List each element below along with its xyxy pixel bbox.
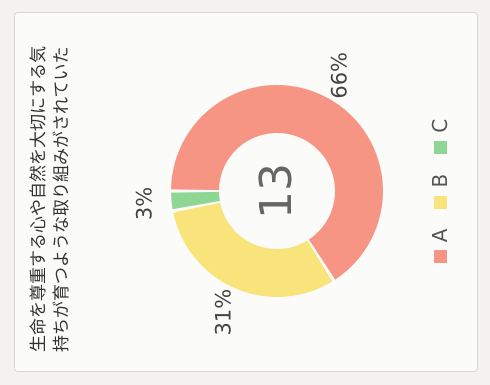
slice-a	[171, 85, 383, 280]
legend-swatch-c	[433, 140, 447, 154]
legend-item-c: C	[428, 119, 452, 154]
slice-label-b: 31%	[212, 289, 236, 336]
legend-item-b: B	[428, 174, 452, 209]
donut-chart: 66% 31% 3% 13	[133, 52, 383, 336]
legend-label-b: B	[428, 173, 452, 188]
center-count: 13	[251, 163, 302, 219]
slice-b	[173, 202, 333, 297]
rotated-chart-panel: 生命を尊重する心や自然を大切にする気持ちが育つような取り組みがされていた 66%…	[14, 12, 476, 370]
legend-item-a: A	[428, 229, 452, 264]
legend-swatch-b	[433, 195, 447, 209]
slice-c	[171, 191, 220, 210]
chart-card	[14, 12, 478, 372]
chart-legend: A B C	[428, 12, 452, 370]
legend-label-c: C	[428, 118, 452, 133]
slice-label-a: 66%	[328, 52, 352, 99]
legend-label-a: A	[428, 228, 452, 243]
legend-swatch-a	[433, 250, 447, 264]
slice-label-c: 3%	[133, 187, 157, 220]
